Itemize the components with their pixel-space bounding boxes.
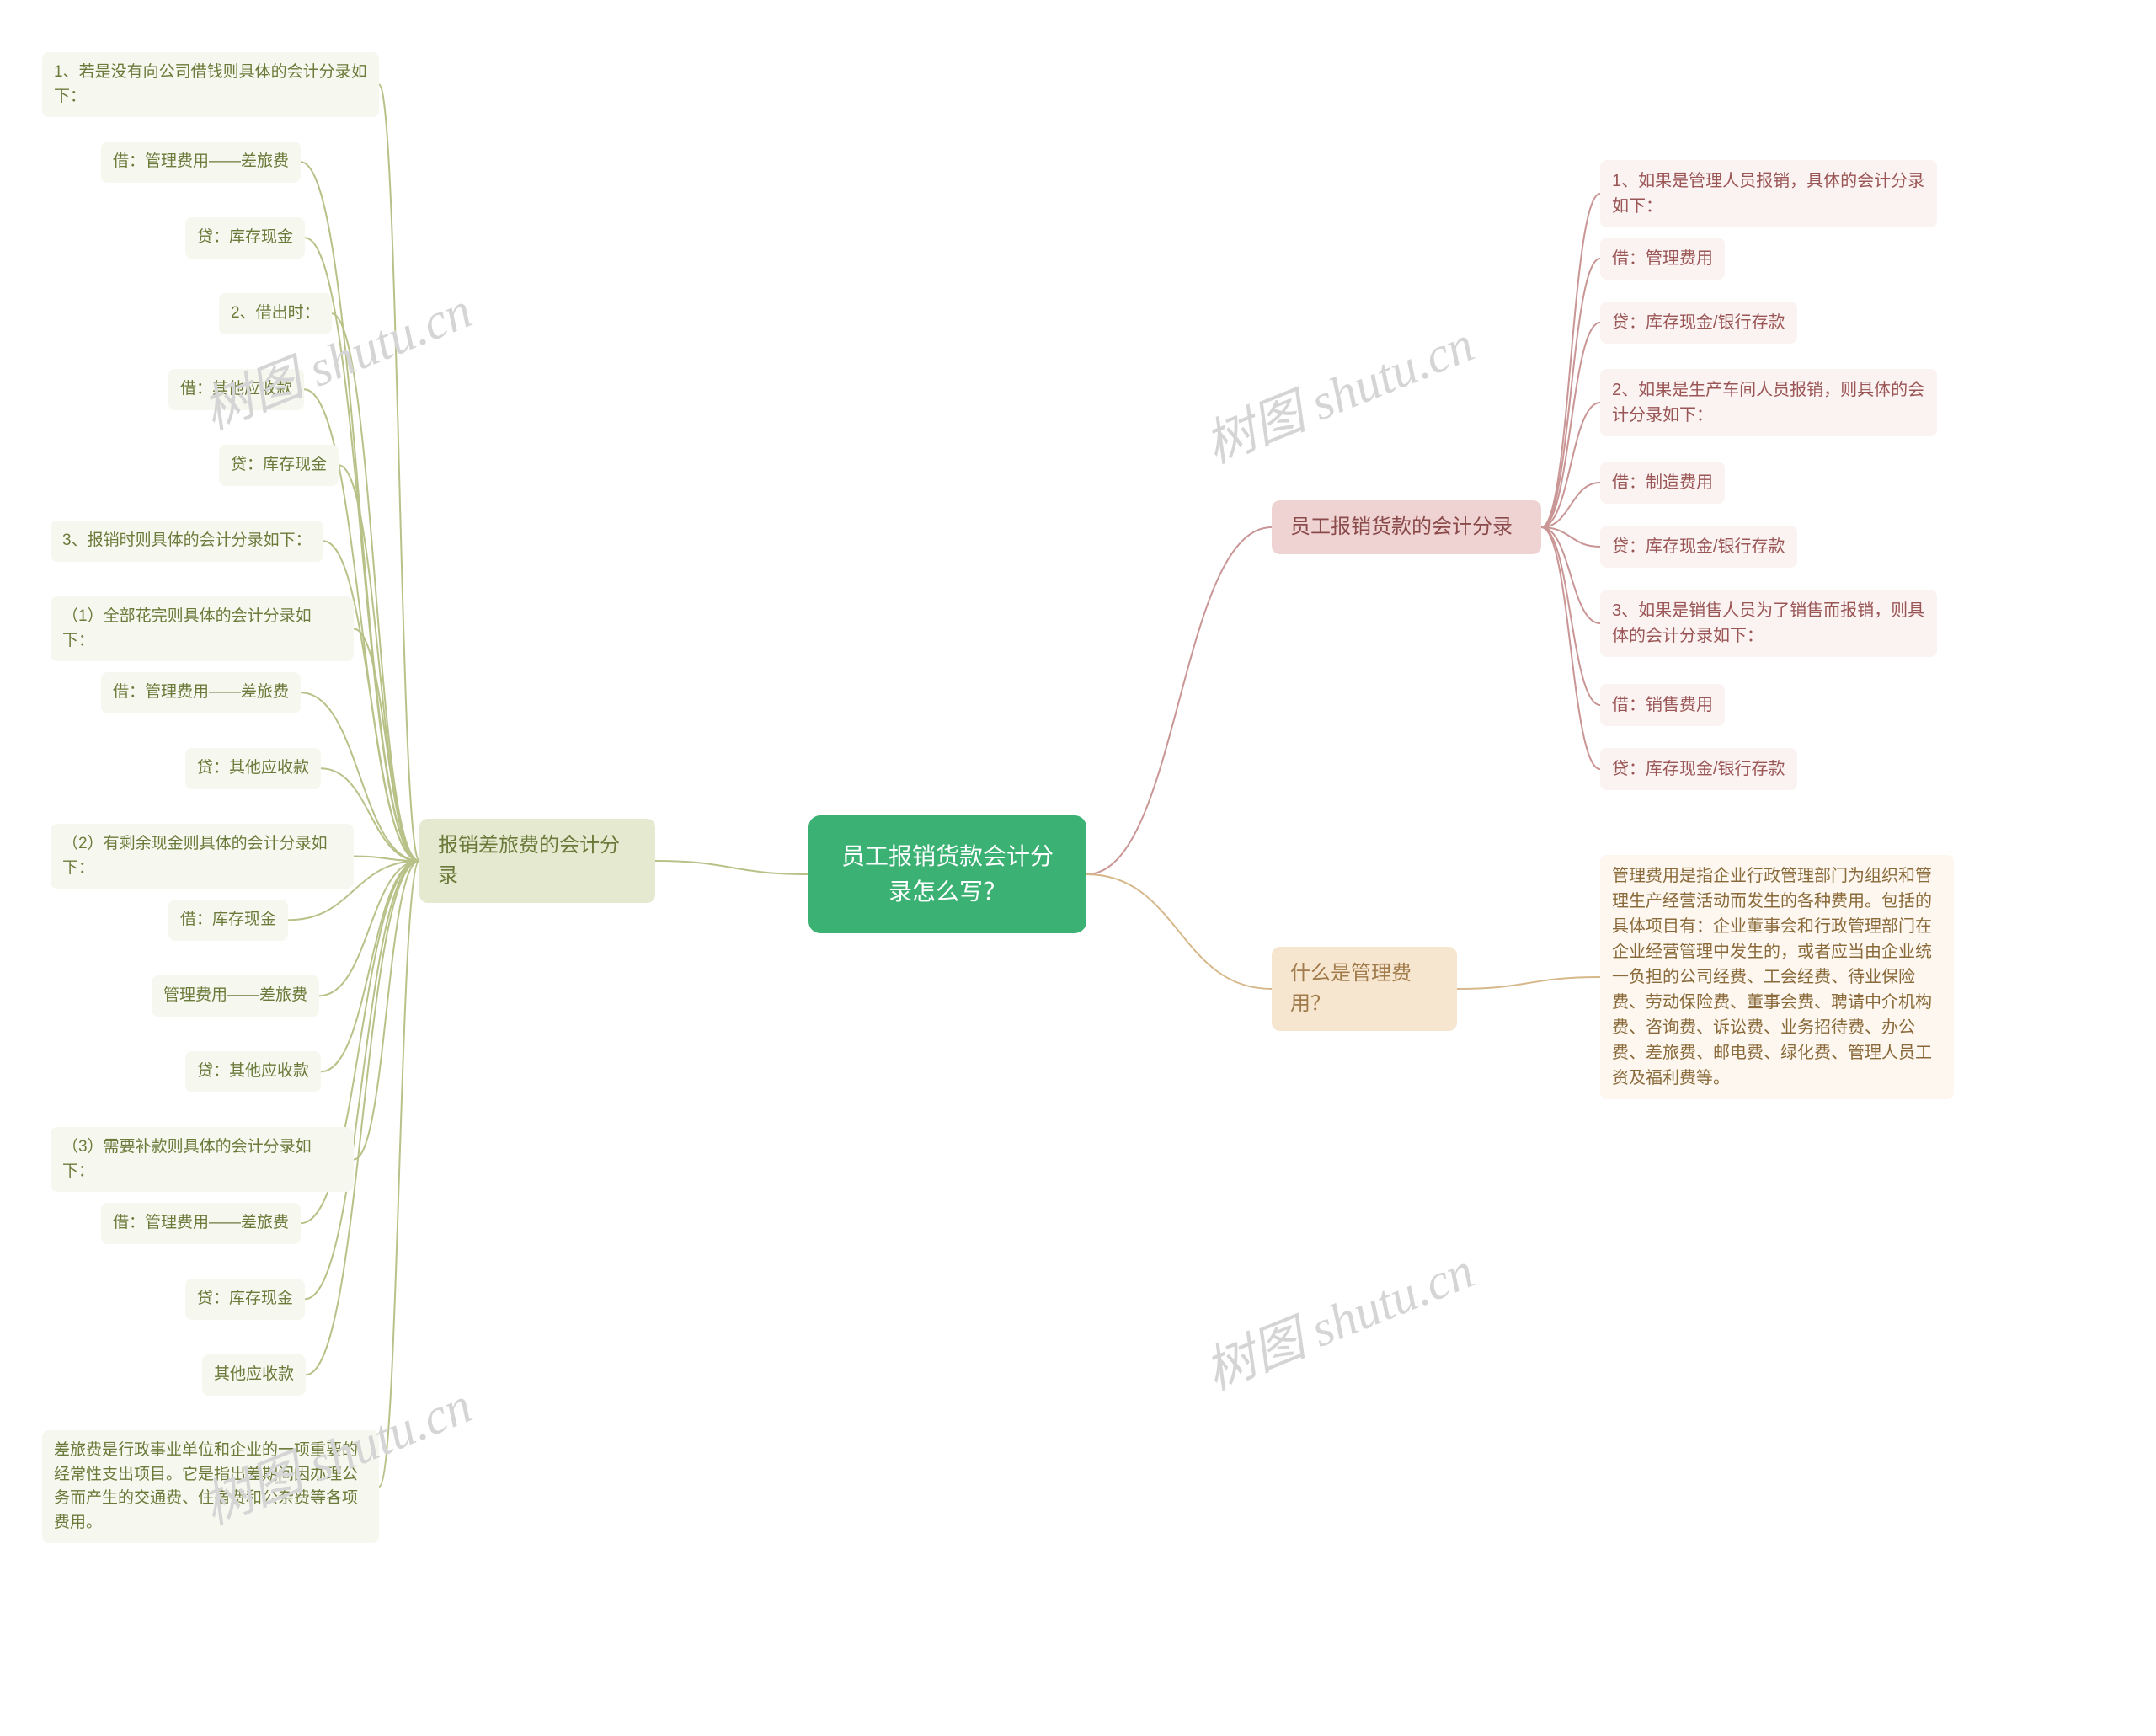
leaf-b3-2: 贷：库存现金 bbox=[185, 217, 305, 259]
leaf-b3-11: 借：库存现金 bbox=[168, 900, 288, 941]
leaf-b1-1: 借：管理费用 bbox=[1600, 238, 1725, 280]
branch-travel-expense: 报销差旅费的会计分录 bbox=[419, 819, 655, 903]
leaf-b3-16: 贷：库存现金 bbox=[185, 1279, 305, 1320]
leaf-b1-0: 1、如果是管理人员报销，具体的会计分录如下： bbox=[1600, 160, 1937, 227]
leaf-b3-13: 贷：其他应收款 bbox=[185, 1051, 321, 1092]
leaf-b3-6: 3、报销时则具体的会计分录如下： bbox=[51, 521, 323, 562]
leaf-b3-17: 其他应收款 bbox=[202, 1354, 306, 1396]
leaf-b3-10: （2）有剩余现金则具体的会计分录如下： bbox=[51, 824, 354, 889]
leaf-b3-7: （1）全部花完则具体的会计分录如下： bbox=[51, 596, 354, 661]
leaf-text: 管理费用是指企业行政管理部门为组织和管理生产经营活动而发生的各种费用。包括的具体… bbox=[1612, 867, 1932, 1087]
leaf-b1-3: 2、如果是生产车间人员报销，则具体的会计分录如下： bbox=[1600, 369, 1937, 436]
branch-employee-reimburse: 员工报销货款的会计分录 bbox=[1272, 500, 1541, 554]
leaf-b3-4: 借：其他应收款 bbox=[168, 369, 304, 410]
watermark: 树图 shutu.cn bbox=[1193, 1230, 1483, 1404]
leaf-b3-0: 1、若是没有向公司借钱则具体的会计分录如下： bbox=[42, 52, 379, 117]
leaf-b3-15: 借：管理费用——差旅费 bbox=[101, 1203, 301, 1244]
root-title: 员工报销货款会计分录怎么写？ bbox=[841, 843, 1054, 905]
leaf-b3-14: （3）需要补款则具体的会计分录如下： bbox=[51, 1127, 354, 1192]
leaf-b3-1: 借：管理费用——差旅费 bbox=[101, 142, 301, 183]
root-node: 员工报销货款会计分录怎么写？ bbox=[808, 815, 1086, 933]
leaf-b3-12: 管理费用——差旅费 bbox=[152, 975, 319, 1017]
leaf-b1-7: 借：销售费用 bbox=[1600, 684, 1725, 726]
watermark: 树图 shutu.cn bbox=[1193, 303, 1483, 478]
leaf-b3-5: 贷：库存现金 bbox=[219, 445, 339, 486]
leaf-b3-18: 差旅费是行政事业单位和企业的一项重要的经常性支出项目。它是指出差期间因办理公务而… bbox=[42, 1430, 379, 1543]
leaf-b1-8: 贷：库存现金/银行存款 bbox=[1600, 748, 1797, 790]
leaf-b1-2: 贷：库存现金/银行存款 bbox=[1600, 302, 1797, 344]
leaf-b1-4: 借：制造费用 bbox=[1600, 462, 1725, 504]
branch-label: 员工报销货款的会计分录 bbox=[1290, 515, 1513, 538]
leaf-b1-5: 贷：库存现金/银行存款 bbox=[1600, 526, 1797, 568]
leaf-b1-6: 3、如果是销售人员为了销售而报销，则具体的会计分录如下： bbox=[1600, 590, 1937, 657]
branch-label: 什么是管理费用？ bbox=[1290, 962, 1412, 1015]
leaf-admin-expense-def: 管理费用是指企业行政管理部门为组织和管理生产经营活动而发生的各种费用。包括的具体… bbox=[1600, 855, 1954, 1099]
leaf-b3-9: 贷：其他应收款 bbox=[185, 748, 321, 789]
leaf-b3-8: 借：管理费用——差旅费 bbox=[101, 672, 301, 713]
leaf-b3-3: 2、借出时： bbox=[219, 293, 332, 334]
branch-admin-expense: 什么是管理费用？ bbox=[1272, 947, 1457, 1031]
branch-label: 报销差旅费的会计分录 bbox=[438, 834, 620, 887]
